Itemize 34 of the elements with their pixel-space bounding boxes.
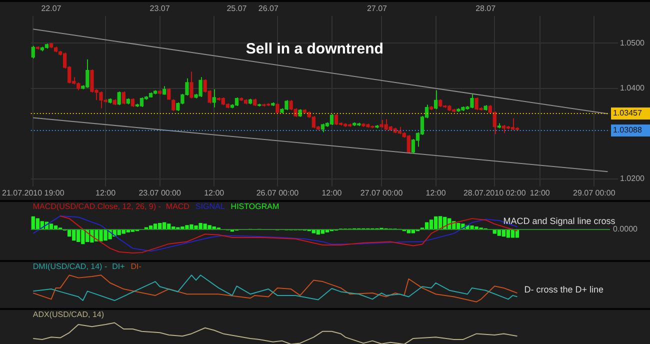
text: 23.07 (150, 4, 170, 14)
x-tick-label: 12:00 (322, 188, 342, 198)
y-tick-label: 1.0500 (620, 38, 646, 48)
chart-title: MACD(USD/CAD.Close, 12, 26, 9) - (32, 202, 162, 212)
text: 27.07 (366, 4, 388, 14)
x-tick-label: 29.07 00:00 (573, 188, 616, 198)
x-tick-label: 27.07 00:00 (360, 188, 404, 198)
ref-line-label: 1.03457 (613, 108, 642, 118)
y-tick-label: 1.0400 (620, 84, 646, 93)
x-tick-label: 26.07 00:00 (256, 188, 300, 198)
x-tick-label: 12:00 (96, 188, 116, 198)
ref-line-label: 0.0000 (613, 224, 638, 234)
x-tick-label: 12:00 (204, 188, 225, 198)
chart-title: ADX(USD/CAD, 14) (32, 310, 104, 320)
text: SIGNAL (195, 202, 226, 212)
y-tick-label: 1.0200 (620, 174, 646, 184)
ref-line-label: 1.03088 (613, 126, 642, 135)
x-tick-label: 12:00 (530, 188, 550, 198)
x-tick-label: 21.07.2010 19:00 (2, 188, 65, 198)
annotation: MACD and Signal line cross (503, 216, 616, 226)
chart-title: DMI(USD/CAD, 14) - (32, 262, 108, 272)
text: DI- (130, 262, 142, 272)
x-tick-label: 12:00 (426, 188, 446, 198)
text: 26.07 (258, 4, 279, 14)
x-tick-label: 23.07 00:00 (138, 188, 182, 198)
text: 28.07 (476, 4, 496, 14)
text: 25.07 (226, 4, 248, 14)
text: DI+ (112, 262, 126, 272)
text: 22.07 (41, 4, 62, 14)
text: HISTOGRAM (230, 202, 280, 212)
annotation: D- cross the D+ line (524, 284, 604, 295)
text: Sell in a downtrend (246, 40, 384, 58)
text: MACD (166, 202, 190, 212)
x-tick-label: 28.07.2010 02:00 (463, 188, 526, 198)
